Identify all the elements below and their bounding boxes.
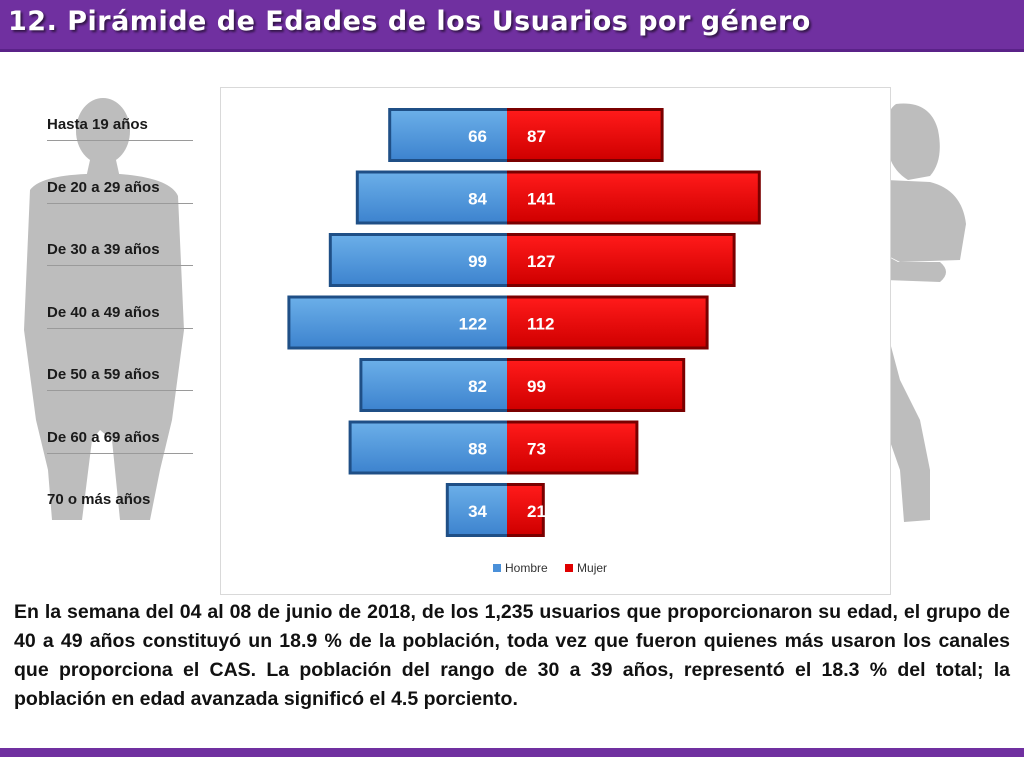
data-label-hombre: 34 [468, 502, 487, 521]
title-bar: 12. Pirámide de Edades de los Usuarios p… [0, 0, 1024, 52]
data-label-mujer: 112 [527, 315, 554, 334]
legend-item-mujer: Mujer [565, 561, 607, 575]
bar-mujer [507, 173, 758, 222]
legend-swatch-hombre [493, 564, 501, 572]
data-label-mujer: 21 [527, 502, 546, 521]
legend-label-mujer: Mujer [577, 561, 608, 575]
category-divider [47, 202, 193, 204]
bar-mujer [507, 111, 661, 159]
footer-bar [0, 748, 1024, 757]
category-divider [47, 140, 193, 141]
data-label-mujer: 127 [527, 252, 555, 271]
chart-legend: Hombre Mujer [493, 561, 621, 577]
data-label-mujer: 99 [527, 377, 546, 396]
bar-mujer [507, 486, 542, 534]
bar-hombre [290, 298, 507, 347]
category-label: De 60 a 69 años [47, 428, 160, 446]
data-label-hombre: 99 [468, 252, 487, 271]
data-label-mujer: 73 [527, 440, 546, 459]
category-label: 70 o más años [47, 491, 151, 508]
bar-mujer [507, 361, 683, 409]
category-label: De 20 a 29 años [47, 178, 160, 196]
bar-hombre [358, 173, 507, 222]
data-label-hombre: 122 [459, 315, 487, 334]
pyramid-chart: 66 87 84 141 99 127 122 112 82 99 88 73 34 21 [287, 108, 761, 537]
bar-mujer [507, 236, 733, 284]
legend-label-hombre: Hombre [505, 561, 548, 575]
data-label-mujer: 141 [527, 190, 555, 209]
summary-text: En la semana del 04 al 08 de junio de 20… [14, 601, 1010, 710]
data-label-mujer: 87 [527, 127, 546, 146]
bar-mujer [507, 423, 636, 472]
category-label: De 40 a 49 años [47, 303, 160, 321]
bar-hombre [448, 486, 507, 534]
legend-item-hombre: Hombre [493, 561, 548, 575]
data-label-hombre: 82 [468, 377, 487, 396]
bar-hombre [391, 111, 507, 159]
page-title: 12. Pirámide de Edades de los Usuarios p… [8, 6, 811, 37]
category-divider [47, 327, 193, 329]
bar-hombre [362, 361, 507, 409]
category-divider [47, 265, 193, 266]
bar-hombre [351, 423, 507, 472]
category-label: De 50 a 59 años [47, 366, 160, 383]
bar-hombre [331, 236, 507, 284]
category-label: De 30 a 39 años [47, 241, 160, 258]
data-label-hombre: 88 [468, 440, 487, 459]
data-label-hombre: 84 [468, 190, 487, 209]
category-label: Hasta 19 años [47, 116, 148, 133]
legend-swatch-mujer [565, 564, 574, 572]
category-divider [47, 452, 193, 454]
category-divider [47, 390, 193, 391]
data-label-hombre: 66 [468, 127, 487, 146]
bar-mujer [507, 298, 706, 347]
man-silhouette-icon [24, 98, 184, 520]
